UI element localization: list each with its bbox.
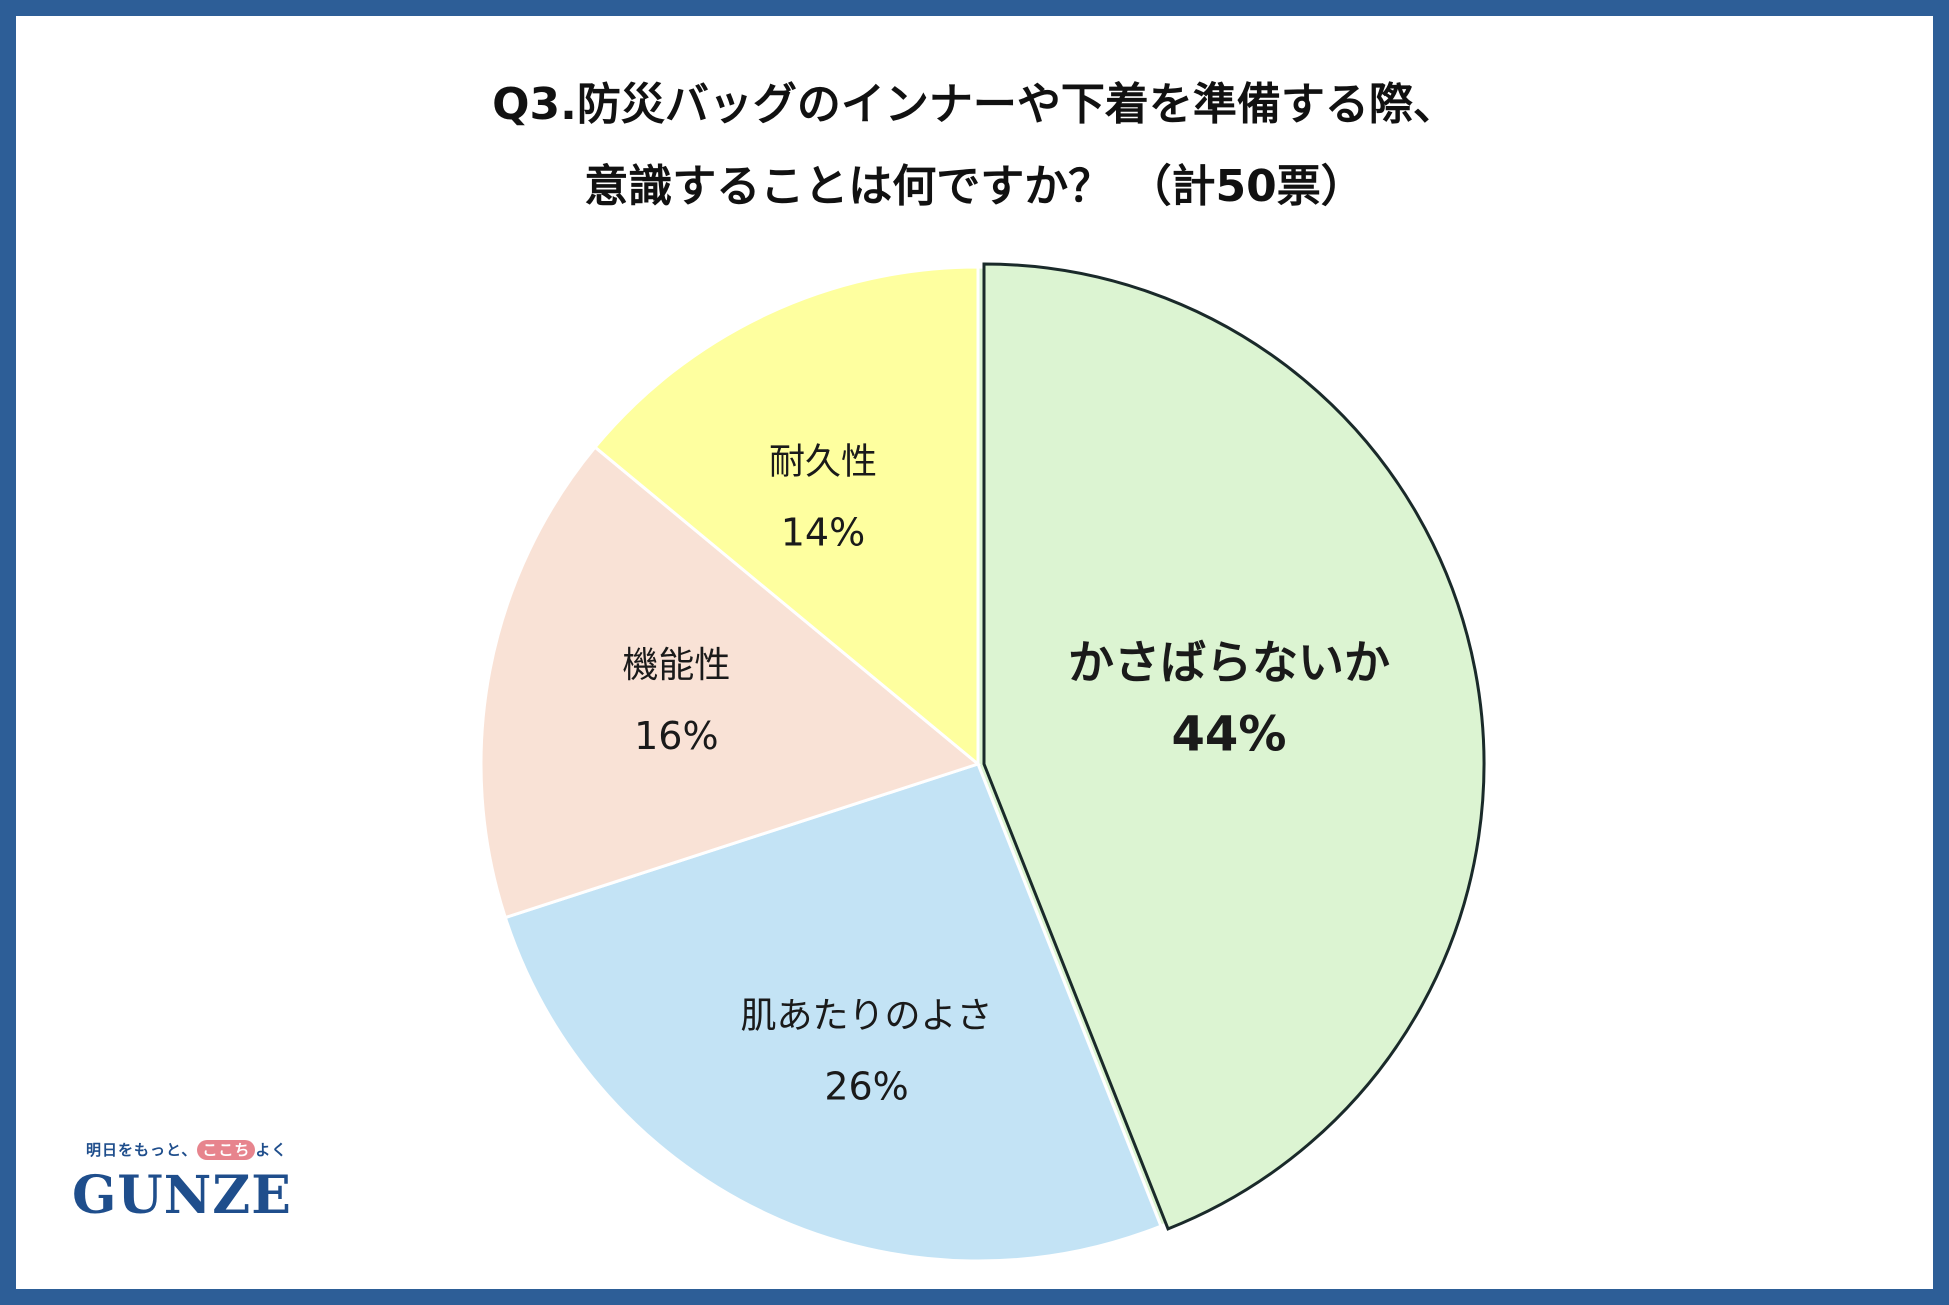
slice-label: 肌あたりのよさ <box>741 995 993 1036</box>
slice-label: 機能性 <box>622 645 730 686</box>
logo-tagline-mid: ここち <box>197 1140 256 1160</box>
chart-title-line1: Q3.防災バッグのインナーや下着を準備する際、 <box>492 79 1457 130</box>
pie-slice <box>503 762 1163 1263</box>
slice-label: かさばらないか <box>1068 635 1390 689</box>
logo-tagline-post: よく <box>255 1141 288 1159</box>
pie-slice <box>479 445 982 920</box>
pie-slice-highlight <box>982 262 1486 1231</box>
slice-value-label: 14% <box>781 511 865 555</box>
slice-value-label: 44% <box>1172 706 1287 762</box>
gunze-logo: 明日をもっと、 ここち よく GUNZE <box>72 1137 332 1227</box>
slice-label: 耐久性 <box>769 442 877 483</box>
logo-tagline: 明日をもっと、 ここち よく <box>86 1139 287 1160</box>
logo-tagline-pre: 明日をもっと、 <box>86 1141 198 1159</box>
slice-value-label: 26% <box>824 1064 908 1108</box>
slice-value-label: 16% <box>634 714 718 758</box>
logo-brand: GUNZE <box>72 1165 292 1226</box>
chart-title-line2: 意識することは何ですか？ （計50票） <box>584 161 1365 212</box>
pie-slice <box>592 265 980 768</box>
